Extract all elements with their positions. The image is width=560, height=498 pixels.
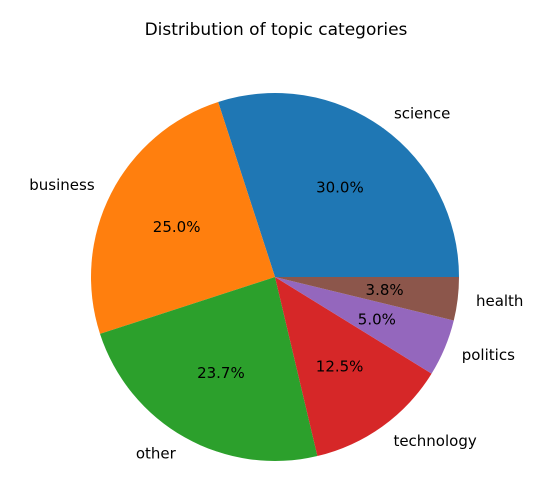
pct-label-other: 23.7%	[197, 364, 245, 382]
chart-title: Distribution of topic categories	[145, 20, 408, 40]
pie-slice-politics	[275, 277, 454, 374]
pct-label-technology: 12.5%	[316, 358, 364, 376]
pct-label-politics: 5.0%	[358, 311, 396, 329]
percentage-labels: 30.0% 25.0% 23.7% 12.5% 5.0% 3.8%	[153, 179, 404, 383]
pie-slices	[90, 92, 459, 461]
category-label-business: business	[29, 176, 95, 194]
pct-label-science: 30.0%	[316, 179, 364, 197]
category-labels: science business other technology politics he…	[29, 104, 523, 462]
category-label-technology: technology	[393, 432, 476, 450]
category-label-politics: politics	[462, 346, 515, 364]
category-label-other: other	[136, 444, 177, 462]
pie-slice-science	[218, 92, 459, 277]
category-label-health: health	[476, 292, 523, 310]
pct-label-business: 25.0%	[153, 218, 201, 236]
pct-label-health: 3.8%	[366, 281, 404, 299]
pie-slice-business	[90, 102, 275, 334]
category-label-science: science	[394, 104, 450, 122]
pie-slice-other	[100, 277, 318, 461]
pie-slice-technology	[275, 277, 432, 457]
pie-slice-health	[275, 277, 459, 321]
